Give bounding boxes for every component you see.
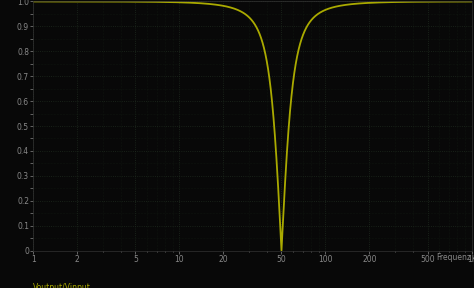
Text: Frequenz: Frequenz — [437, 253, 472, 262]
Text: Voutput/Vinput: Voutput/Vinput — [33, 283, 91, 288]
